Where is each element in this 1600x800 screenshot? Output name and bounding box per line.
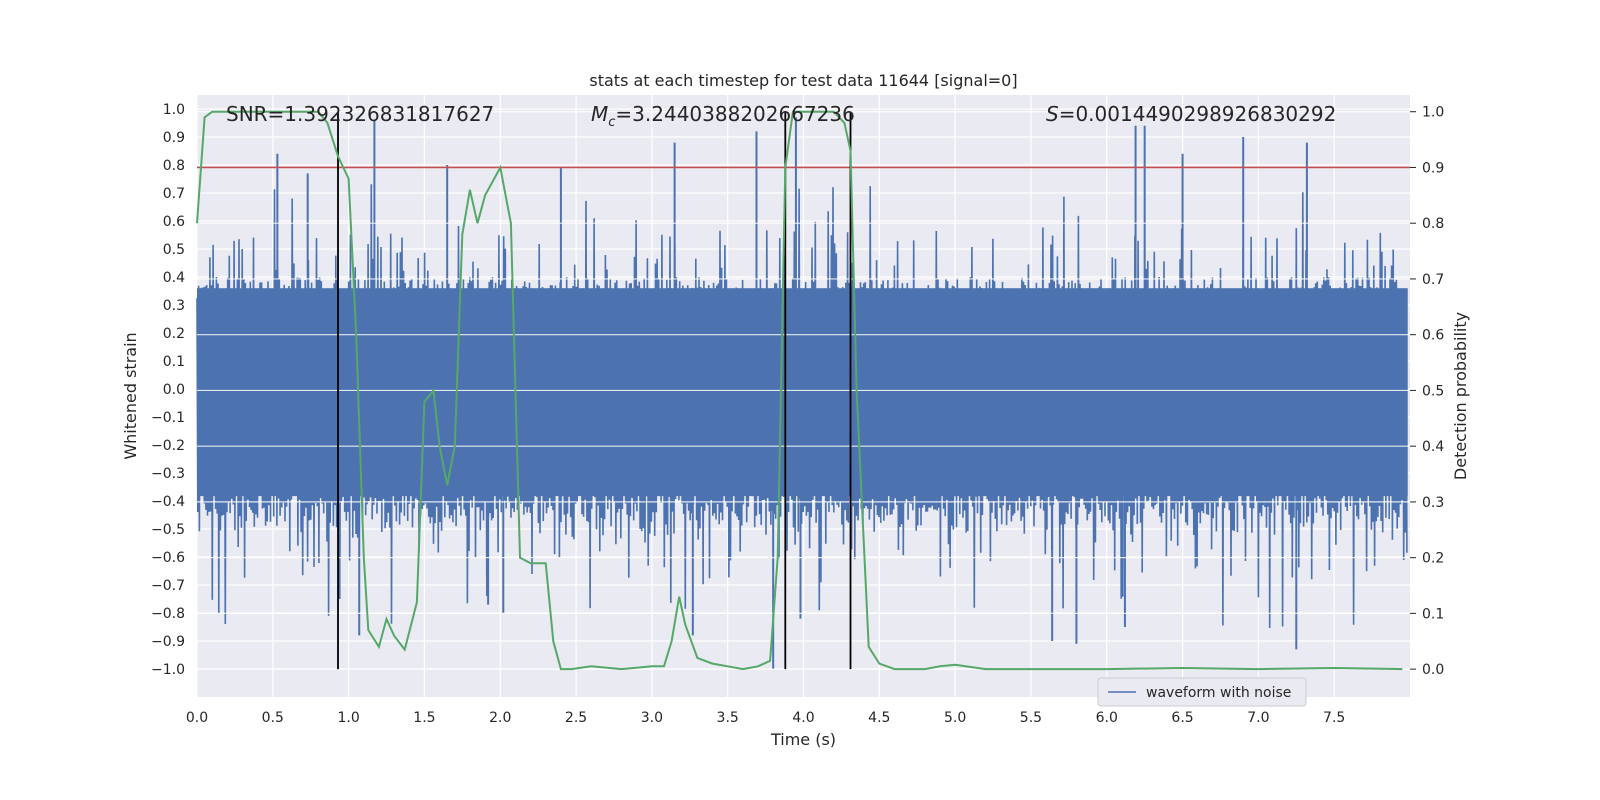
- legend-entry-label: waveform with noise: [1146, 685, 1291, 701]
- left-y-tick-label: −0.3: [151, 466, 185, 482]
- left-y-axis-label: Whitened strain: [121, 332, 140, 459]
- right-y-tick-label: 0.2: [1422, 551, 1444, 567]
- left-y-tick-label: −0.7: [151, 578, 185, 594]
- left-y-tick-label: 0.6: [163, 214, 185, 230]
- left-y-tick-label: 0.2: [163, 326, 185, 342]
- right-y-tick-label: 0.6: [1422, 328, 1444, 344]
- left-y-tick-label: 0.8: [163, 158, 185, 174]
- left-y-tick-label: −0.4: [151, 494, 185, 510]
- right-y-axis-ticks: 1.0 0.9 0.8 0.7 0.6 0.5 0.4 0.3 0.2 0.1 0.0: [1410, 105, 1444, 678]
- x-axis-ticks: 0.0 0.5 1.0 1.5 2.0 2.5 3.0 3.5 4.0 4.5 5.0 5.5 6.0 6…: [186, 710, 1345, 726]
- snr-annotation: SNR=1.392326831817627: [226, 102, 494, 126]
- s-annotation: S=0.0014490298926830292: [1046, 102, 1336, 126]
- x-tick-label: 7.0: [1247, 710, 1269, 726]
- waveform-with-noise-series: [196, 117, 1408, 669]
- right-y-axis-label: Detection probability: [1451, 312, 1470, 480]
- right-y-tick-label: 1.0: [1422, 105, 1444, 121]
- x-tick-label: 1.5: [413, 710, 435, 726]
- x-tick-label: 2.5: [565, 710, 587, 726]
- right-y-tick-label: 0.0: [1422, 662, 1444, 678]
- right-y-tick-label: 0.9: [1422, 160, 1444, 176]
- left-y-tick-label: 0.4: [163, 270, 185, 286]
- x-tick-label: 1.0: [337, 710, 359, 726]
- left-y-tick-label: −0.8: [151, 606, 185, 622]
- legend-box: [1097, 677, 1307, 707]
- s-value: =0.0014490298926830292: [1059, 102, 1337, 126]
- mc-symbol: M: [591, 102, 608, 126]
- x-tick-label: 7.5: [1323, 710, 1345, 726]
- left-y-tick-label: 0.7: [163, 186, 185, 202]
- x-tick-label: 5.0: [944, 710, 966, 726]
- left-y-tick-label: −0.1: [151, 410, 185, 426]
- chart-title: stats at each timestep for test data 116…: [589, 71, 1017, 90]
- detection-probability-series: [196, 110, 1403, 671]
- left-y-tick-label: 0.5: [163, 242, 185, 258]
- x-tick-label: 3.5: [717, 710, 739, 726]
- mc-value: =3.2440388202667236: [615, 102, 854, 126]
- horizontal-lines: [197, 111, 1410, 670]
- x-tick-label: 4.0: [792, 710, 814, 726]
- waveform-dense-band: [197, 288, 1408, 497]
- x-tick-label: 0.0: [186, 710, 208, 726]
- x-axis-label: Time (s): [770, 730, 836, 749]
- right-y-tick-label: 0.4: [1422, 439, 1444, 455]
- left-y-tick-label: 0.9: [163, 130, 185, 146]
- chirp-mass-annotation: Mc=3.2440388202667236: [591, 102, 855, 130]
- x-tick-label: 4.5: [868, 710, 890, 726]
- mc-subscript: c: [608, 115, 615, 130]
- left-y-tick-label: 0.3: [163, 298, 185, 314]
- left-y-tick-label: 1.0: [163, 102, 185, 118]
- right-y-tick-label: 0.3: [1422, 495, 1444, 511]
- x-tick-label: 0.5: [262, 710, 284, 726]
- s-symbol: S: [1046, 102, 1059, 126]
- left-y-tick-label: 0.0: [163, 382, 185, 398]
- left-y-tick-label: 0.1: [163, 354, 185, 370]
- legend: waveform with noise: [1097, 677, 1307, 707]
- x-tick-label: 3.0: [641, 710, 663, 726]
- left-y-tick-label: −1.0: [151, 662, 185, 678]
- left-y-tick-label: −0.5: [151, 522, 185, 538]
- detection-probability-line: [196, 110, 1403, 671]
- left-y-tick-label: −0.9: [151, 634, 185, 650]
- x-tick-label: 5.5: [1020, 710, 1042, 726]
- left-y-axis-ticks: 1.0 0.9 0.8 0.7 0.6 0.5 0.4 0.3 0.2 0.1 0.0 −0.1 −0.…: [151, 102, 185, 678]
- right-y-tick-label: 0.5: [1422, 383, 1444, 399]
- x-tick-label: 6.0: [1096, 710, 1118, 726]
- left-y-tick-label: −0.2: [151, 438, 185, 454]
- right-y-tick-label: 0.8: [1422, 216, 1444, 232]
- right-y-tick-label: 0.7: [1422, 272, 1444, 288]
- x-tick-label: 2.0: [489, 710, 511, 726]
- right-y-tick-label: 0.1: [1422, 606, 1444, 622]
- x-tick-label: 6.5: [1171, 710, 1193, 726]
- left-y-tick-label: −0.6: [151, 550, 185, 566]
